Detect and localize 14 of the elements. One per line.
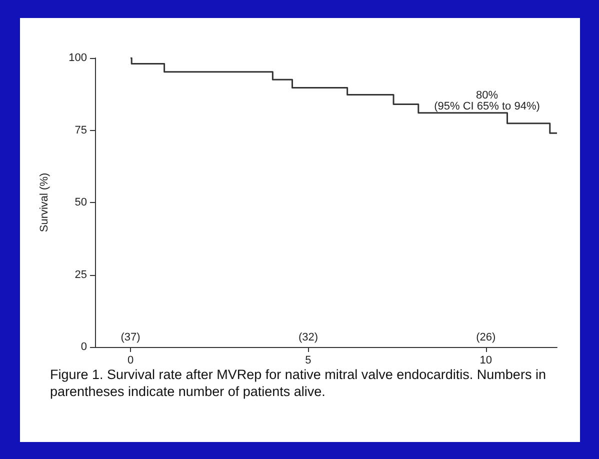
annotation: (37) [120,332,140,344]
y-tick-label: 25 [74,268,87,281]
x-tick-label: 5 [305,354,312,366]
y-tick-label: 100 [68,52,87,64]
annotation: (26) [476,332,496,344]
annotation: (32) [298,332,318,344]
y-tick-label: 50 [74,196,87,208]
y-axis-title: Survival (%) [38,172,50,232]
x-tick-label: 10 [480,354,492,366]
caption: Figure 1. Survival rate after MVRep for native mitral valve endocarditis. Numbers in parentheses indicate number of patients alive. [50,366,547,400]
annotation: 80% (95% CI 65% to 94%) [434,90,540,112]
y-tick-label: 0 [80,341,87,353]
x-tick-label: 0 [127,354,134,366]
y-tick-label: 75 [74,124,87,136]
